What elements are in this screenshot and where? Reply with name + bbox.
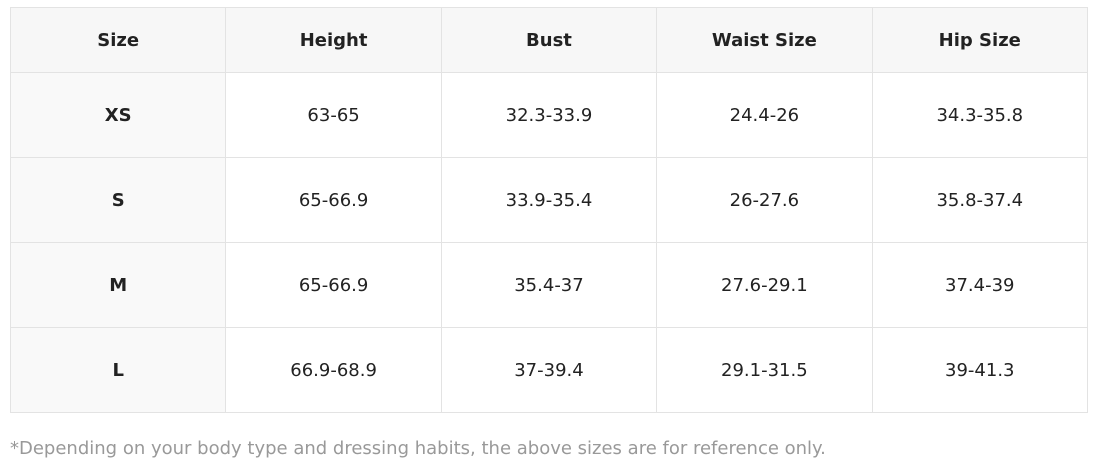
cell: 37-39.4 (440, 327, 658, 413)
cell: 35.4-37 (440, 242, 658, 328)
cell: L (9, 327, 227, 413)
row: M 65-66.9 35.4-37 27.6-29.1 37.4-39 (9, 242, 1089, 328)
cell: S (9, 157, 227, 243)
header-cell: Hip Size (871, 7, 1089, 73)
header-cell: Height (225, 7, 442, 73)
size-table: Size Height Bust Waist Size Hip Size XS 63-65 3… (9, 7, 1089, 413)
row: L 66.9-68.9 37-39.4 29.1-31.5 39-41.3 (9, 327, 1089, 413)
cell: 37.4-39 (871, 242, 1089, 328)
cell: 65-66.9 (225, 157, 442, 243)
cell: 24.4-26 (656, 72, 873, 158)
cell: 65-66.9 (225, 242, 442, 328)
cell: 29.1-31.5 (656, 327, 873, 413)
cell: 33.9-35.4 (440, 157, 658, 243)
header-cell: Waist Size (656, 7, 873, 73)
cell: 63-65 (225, 72, 442, 158)
cell: 27.6-29.1 (656, 242, 873, 328)
cell: M (9, 242, 227, 328)
cell: 34.3-35.8 (871, 72, 1089, 158)
cell: 26-27.6 (656, 157, 873, 243)
cell: 66.9-68.9 (225, 327, 442, 413)
cell: 35.8-37.4 (871, 157, 1089, 243)
cell: 32.3-33.9 (440, 72, 658, 158)
row: S 65-66.9 33.9-35.4 26-27.6 35.8-37.4 (9, 157, 1089, 243)
row: XS 63-65 32.3-33.9 24.4-26 34.3-35.8 (9, 72, 1089, 158)
cell: XS (9, 72, 227, 158)
header-cell: Size (9, 7, 227, 73)
note: *Depending on your body type and dressin… (10, 438, 826, 459)
cell: 39-41.3 (871, 327, 1089, 413)
header-cell: Bust (440, 7, 658, 73)
header-row: Size Height Bust Waist Size Hip Size (9, 7, 1089, 73)
